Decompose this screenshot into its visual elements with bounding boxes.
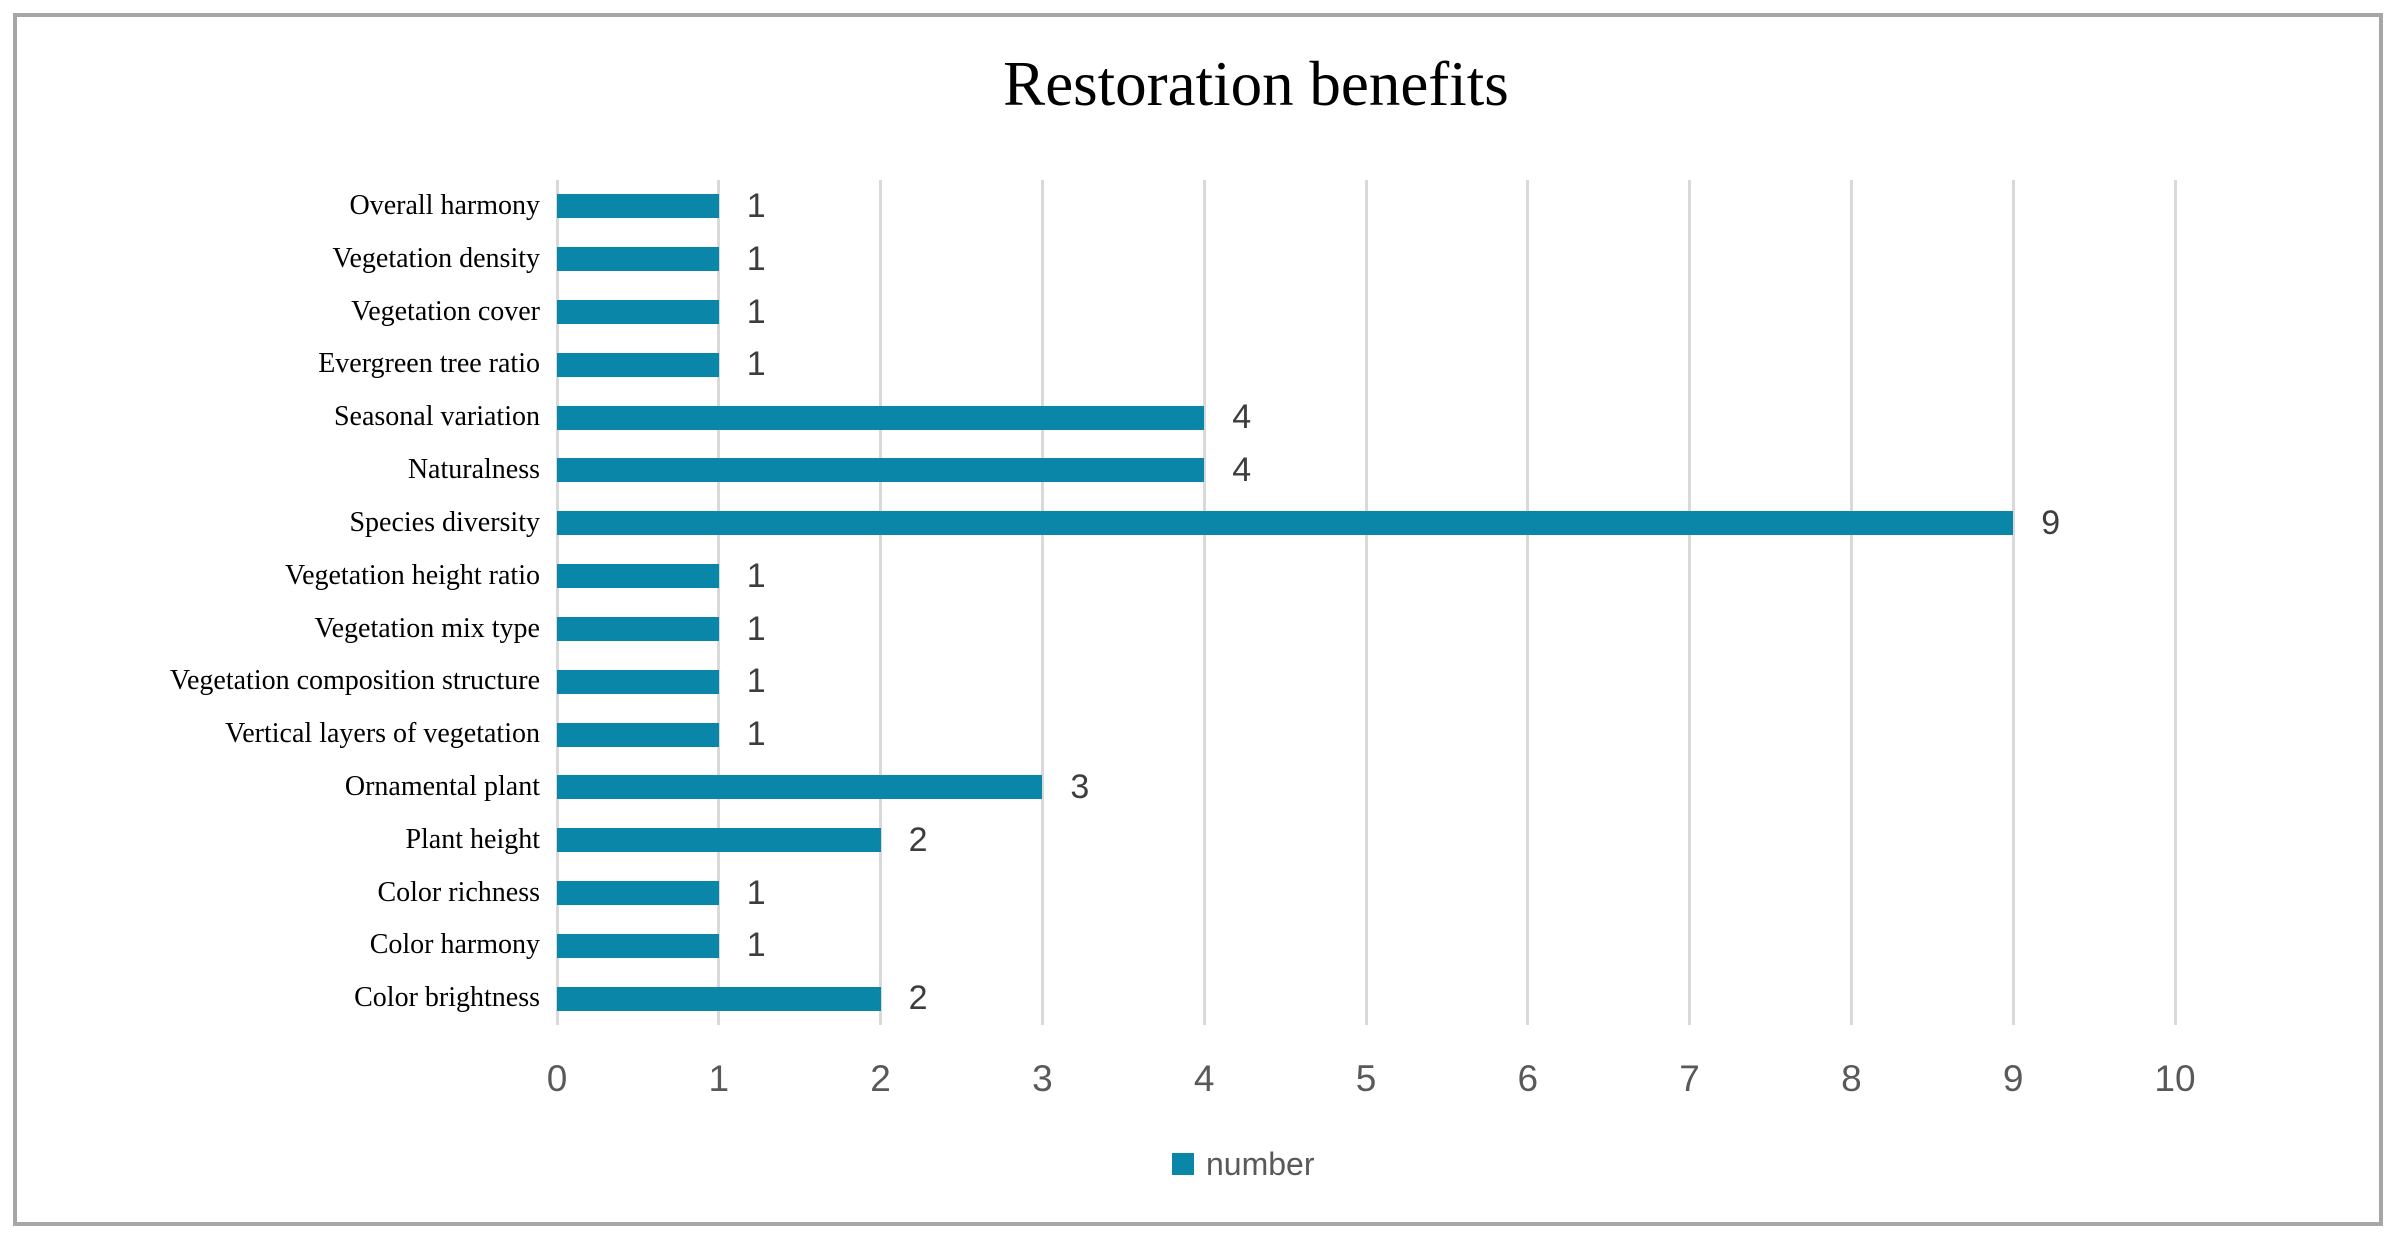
bar-5 [557, 458, 1205, 483]
legend-swatch-icon [1172, 1153, 1194, 1175]
gridline-x-1 [717, 180, 721, 1025]
bar-4 [557, 405, 1205, 430]
gridline-x-7 [1688, 180, 1692, 1025]
bar-8 [557, 616, 719, 641]
x-tick-label-0: 0 [546, 1058, 568, 1099]
x-tick-label-4: 4 [1193, 1058, 1215, 1099]
category-label-3: Evergreen tree ratio [318, 348, 540, 380]
gridline-x-9 [2011, 180, 2015, 1025]
gridline-x-0 [555, 180, 559, 1025]
value-label-15: 2 [908, 979, 928, 1018]
value-label-2: 1 [746, 292, 766, 331]
value-label-10: 1 [746, 715, 766, 754]
bar-12 [557, 828, 881, 853]
x-tick-label-8: 8 [1841, 1058, 1862, 1099]
value-label-11: 3 [1070, 767, 1090, 806]
category-label-0: Overall harmony [349, 190, 541, 221]
bar-7 [557, 564, 719, 589]
category-label-11: Ornamental plant [344, 770, 540, 802]
category-label-9: Vegetation composition structure [169, 665, 540, 697]
x-tick-label-5: 5 [1355, 1058, 1377, 1099]
plot-area [555, 180, 2177, 1025]
bar-0 [557, 194, 719, 219]
x-tick-label-6: 6 [1517, 1058, 1539, 1099]
gridline-x-10 [2173, 180, 2177, 1025]
category-label-2: Vegetation cover [351, 295, 540, 327]
category-label-15: Color brightness [354, 982, 540, 1014]
value-label-5: 4 [1232, 451, 1252, 490]
value-label-12: 2 [908, 820, 928, 859]
chart-frame-border [13, 13, 2383, 1226]
category-label-6: Species diversity [349, 506, 540, 538]
chart-title: Restoration benefits [1003, 49, 1509, 119]
gridline-x-2 [879, 180, 883, 1025]
value-label-9: 1 [746, 662, 766, 701]
value-label-7: 1 [746, 556, 766, 595]
category-label-7: Vegetation height ratio [284, 559, 540, 591]
value-label-14: 1 [746, 926, 766, 965]
x-tick-label-2: 2 [870, 1058, 891, 1099]
x-tick-label-7: 7 [1679, 1058, 1700, 1099]
bar-15 [557, 986, 881, 1011]
category-label-1: Vegetation density [332, 242, 540, 274]
bar-11 [557, 775, 1043, 800]
category-label-13: Color richness [377, 876, 540, 908]
x-tick-label-10: 10 [2154, 1058, 2196, 1099]
value-label-0: 1 [746, 187, 766, 225]
category-label-5: Naturalness [407, 454, 540, 486]
gridline-x-8 [1849, 180, 1853, 1025]
bar-6 [557, 511, 2014, 536]
value-label-4: 4 [1232, 398, 1252, 437]
bar-2 [557, 300, 719, 325]
x-tick-label-3: 3 [1032, 1058, 1053, 1099]
category-label-14: Color harmony [369, 929, 540, 961]
gridline-x-3 [1040, 180, 1044, 1025]
bar-9 [557, 669, 719, 694]
x-tick-label-1: 1 [708, 1058, 730, 1099]
x-tick-label-9: 9 [2002, 1058, 2024, 1099]
bar-3 [557, 352, 719, 377]
gridline-x-4 [1202, 180, 1206, 1025]
value-label-1: 1 [746, 239, 766, 278]
bar-10 [557, 722, 719, 747]
legend-label: number [1206, 1146, 1315, 1182]
value-label-6: 9 [2041, 503, 2061, 542]
bar-14 [557, 933, 719, 958]
value-label-3: 1 [746, 345, 766, 384]
category-label-4: Seasonal variation [333, 401, 540, 433]
gridline-x-5 [1364, 180, 1368, 1025]
category-label-8: Vegetation mix type [314, 612, 540, 644]
category-label-10: Vertical layers of vegetation [225, 718, 540, 750]
bar-13 [557, 880, 719, 905]
value-label-8: 1 [746, 609, 766, 648]
bar-1 [557, 247, 719, 272]
value-label-13: 1 [746, 873, 766, 912]
category-label-12: Plant height [405, 823, 540, 855]
legend: number [1172, 1148, 1315, 1180]
gridline-x-6 [1526, 180, 1530, 1025]
